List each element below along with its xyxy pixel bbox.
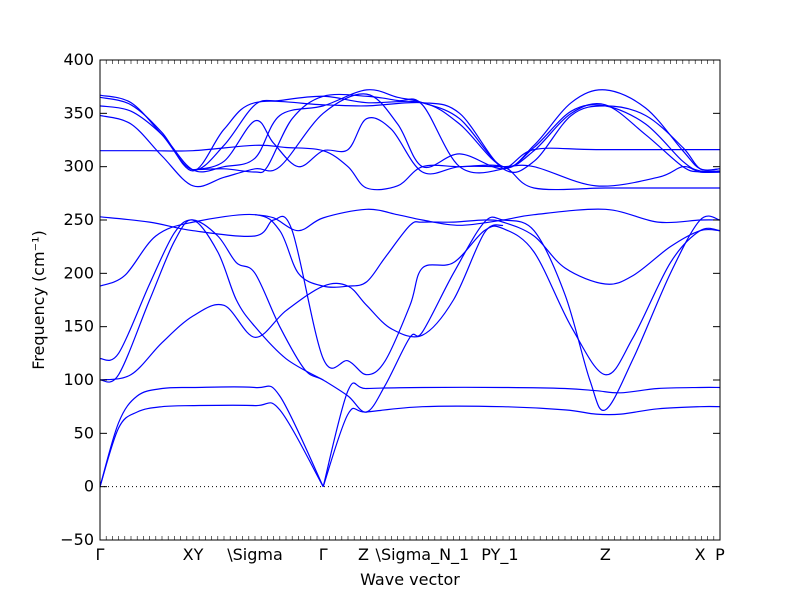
- band-line-1: [99, 402, 324, 487]
- band-line-5: [99, 219, 324, 383]
- y-tick-label: 100: [63, 370, 94, 389]
- band-line-4: [322, 382, 721, 487]
- y-tick-label: −50: [60, 530, 94, 549]
- x-tick-label: X: [695, 545, 706, 564]
- y-tick-label: 200: [63, 263, 94, 282]
- x-tick-label: Γ: [96, 545, 105, 564]
- y-tick-label: 0: [84, 477, 94, 496]
- band-line-7: [99, 213, 721, 288]
- band-line-8: [99, 215, 721, 376]
- x-axis-title: Wave vector: [360, 570, 460, 589]
- band-line-13: [99, 89, 721, 173]
- x-tick-label: \Sigma_N_1: [376, 545, 470, 565]
- band-line-3: [322, 405, 721, 487]
- x-tick-label: \Sigma: [227, 545, 283, 564]
- x-tick-label: XY: [183, 545, 204, 564]
- series-layer: [99, 89, 721, 487]
- y-tick-label: 50: [74, 423, 94, 442]
- band-line-16: [192, 93, 720, 174]
- x-tick-label: Z: [600, 545, 611, 564]
- plot-background: [100, 60, 720, 540]
- y-tick-label: 300: [63, 157, 94, 176]
- y-tick-label: 150: [63, 317, 94, 336]
- band-line-10: [254, 208, 721, 232]
- band-line-12: [99, 93, 721, 188]
- x-tick-label: Z: [358, 545, 369, 564]
- y-axis-title: Frequency (cm⁻¹): [29, 230, 48, 369]
- y-tick-label: 350: [63, 103, 94, 122]
- x-ticks: Γ XY \Sigma Γ Z \Sigma_N_1 PY_1 Z X P: [96, 60, 725, 565]
- band-line-2: [99, 385, 324, 487]
- x-tick-label: Γ: [319, 545, 328, 564]
- plot-frame: [99, 59, 721, 541]
- band-line-6: [99, 215, 721, 413]
- band-line-9: [99, 224, 504, 381]
- x-tick-label: PY_1: [481, 545, 518, 565]
- band-line-15: [99, 96, 721, 173]
- band-line-17: [192, 117, 721, 187]
- y-tick-label: 400: [63, 50, 94, 69]
- y-ticks: −50 0 50 100 150 200 250 300 350 400: [60, 50, 720, 549]
- y-tick-label: 250: [63, 210, 94, 229]
- x-tick-label: P: [715, 545, 725, 564]
- band-line-11: [100, 144, 720, 191]
